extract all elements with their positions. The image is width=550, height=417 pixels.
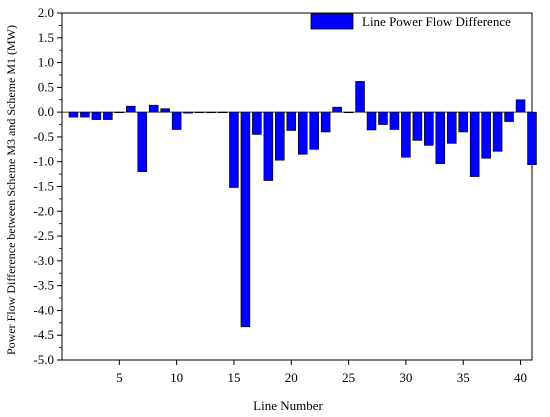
y-tick-label: 1.5 [38,30,54,45]
bar [194,111,205,114]
bar [91,111,102,120]
bar [217,111,228,114]
y-tick-label: -2.0 [33,203,54,218]
bar [148,104,159,113]
plot-frame [61,12,533,361]
bar [504,111,514,122]
x-tick-label: 25 [342,370,355,385]
bar [183,111,193,114]
x-tick-label: 40 [514,370,527,385]
y-tick-label: -1.5 [33,179,54,194]
bar [160,108,170,113]
y-tick-label: 2.0 [38,5,54,20]
y-tick-label: -4.5 [33,327,54,342]
bar [446,111,457,144]
bar [206,111,216,114]
legend: Line Power Flow Difference [310,13,511,30]
legend-swatch [310,13,354,30]
y-tick-label: 0.5 [38,79,54,94]
x-tick-label: 30 [399,370,412,385]
bar [114,111,125,114]
bar [297,111,308,155]
y-tick-label: -1.0 [33,154,54,169]
x-tick-label: 10 [170,370,183,385]
bar [389,111,400,130]
x-tick-label: 15 [227,370,240,385]
legend-label: Line Power Flow Difference [362,14,511,29]
bar [515,99,526,113]
y-tick-label: 0.0 [38,104,54,119]
bar [412,111,423,141]
y-tick-label: 1.0 [38,55,54,70]
bar [137,111,148,172]
bar [171,111,182,130]
y-tick-label: -5.0 [33,352,54,367]
bar [240,111,251,328]
bar [229,111,239,188]
bar [252,111,262,135]
bar [275,111,285,161]
bar [126,105,136,113]
x-tick-label: 20 [285,370,298,385]
bar [68,111,79,118]
bar [366,111,377,131]
bar [80,111,90,118]
bar [481,111,491,159]
bar [343,111,354,114]
bar [286,111,297,131]
x-tick-label: 35 [457,370,470,385]
bar [401,111,411,158]
y-tick-label: -3.5 [33,278,54,293]
bar [309,111,319,150]
bar [469,111,480,177]
bar [355,81,365,113]
bar [378,111,388,125]
plot-area [61,12,533,361]
bar [320,111,331,133]
bar [424,111,434,146]
bar [527,111,537,165]
x-tick-label: 5 [116,370,123,385]
bar [458,111,468,133]
y-tick-label: -0.5 [33,129,54,144]
y-tick-label: -4.0 [33,302,54,317]
bar [103,111,113,120]
bar [435,111,446,164]
bar [492,111,503,152]
x-axis-title: Line Number [253,398,323,413]
bar [332,106,342,113]
axes-group: -5.0 -4.5 -4.0 -3.5 -3.0 -2.5 -2.0 -1.5 -1.0 -0.5… [33,5,527,385]
y-tick-label: -3.0 [33,253,54,268]
bars-group [68,81,537,328]
bar [263,111,274,181]
y-axis-title: Power Flow Difference between Scheme M3 … [4,25,18,355]
y-tick-label: -2.5 [33,228,54,243]
